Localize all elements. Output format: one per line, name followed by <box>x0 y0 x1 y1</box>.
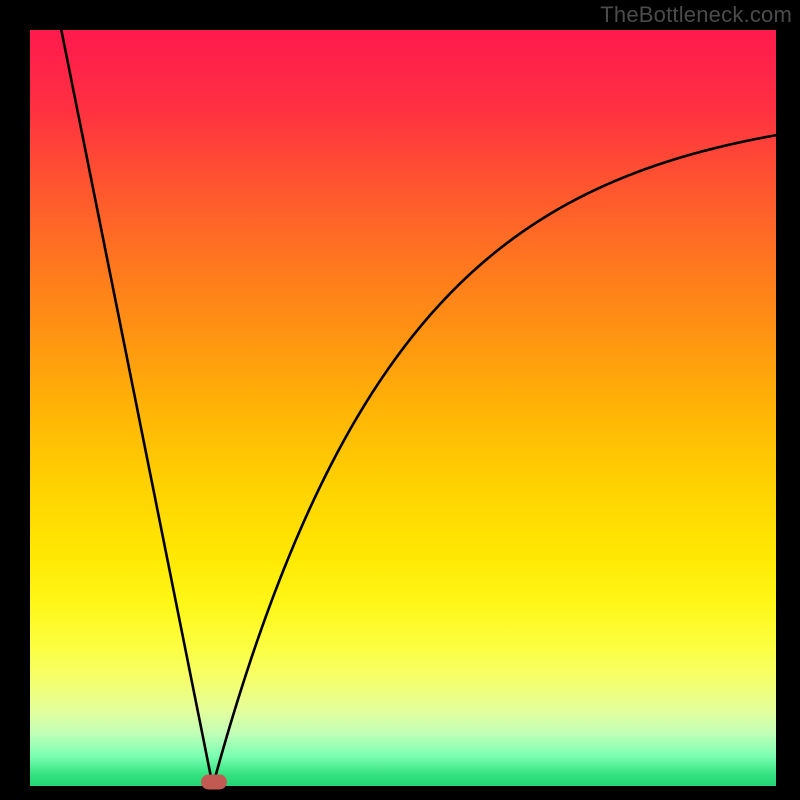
optimal-marker <box>201 775 227 790</box>
bottleneck-curve <box>30 30 776 786</box>
watermark-text: TheBottleneck.com <box>600 2 792 28</box>
plot-area <box>30 30 776 786</box>
chart-container: TheBottleneck.com <box>0 0 800 800</box>
